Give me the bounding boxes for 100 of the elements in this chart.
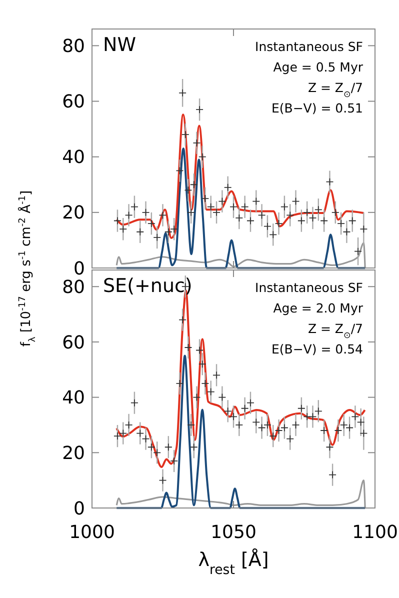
point	[246, 398, 254, 407]
point	[176, 380, 184, 388]
point	[303, 208, 312, 216]
point	[354, 247, 362, 256]
annotation: Z = Z$_{⊙}$/7	[308, 321, 363, 341]
point	[274, 220, 283, 228]
x-tick-label: 1000	[69, 522, 115, 543]
point	[158, 476, 167, 484]
y-tick-label: 60	[62, 332, 85, 354]
point	[314, 206, 322, 214]
point	[114, 432, 122, 440]
point	[147, 443, 156, 452]
y-tick-label: 0	[74, 498, 85, 520]
annotation: Instantaneous SF	[255, 39, 363, 54]
point	[356, 418, 365, 426]
point	[308, 412, 317, 421]
point	[348, 216, 356, 225]
point	[360, 225, 368, 234]
point	[158, 211, 167, 220]
y-tick-label: 80	[62, 36, 85, 57]
point	[164, 443, 172, 452]
point	[269, 432, 278, 440]
point	[201, 194, 210, 202]
point	[328, 470, 336, 479]
point	[119, 225, 128, 234]
point	[326, 178, 334, 186]
point	[212, 371, 220, 380]
annotation: SE(+nuc)	[103, 275, 192, 297]
point	[184, 344, 192, 352]
point	[119, 429, 128, 438]
point	[280, 202, 288, 211]
point	[130, 202, 138, 211]
point	[337, 220, 345, 228]
point	[235, 421, 244, 429]
point	[153, 233, 162, 242]
point	[246, 216, 254, 225]
point	[212, 208, 220, 216]
annotation: NW	[103, 34, 136, 56]
point	[187, 421, 195, 429]
point	[320, 426, 328, 434]
point	[190, 443, 198, 452]
point	[218, 197, 226, 206]
point	[142, 208, 150, 216]
point	[206, 202, 215, 211]
line-series	[116, 114, 365, 239]
point	[206, 388, 215, 396]
point	[326, 443, 334, 452]
point	[252, 197, 260, 206]
point	[187, 208, 195, 216]
point	[178, 88, 187, 97]
line-series	[116, 480, 366, 509]
point	[297, 404, 306, 412]
point	[201, 380, 210, 388]
point	[280, 424, 288, 432]
point	[153, 448, 162, 457]
point	[184, 186, 192, 194]
y-tick-label: 60	[62, 92, 85, 113]
point	[264, 421, 272, 429]
point	[198, 360, 206, 368]
point	[314, 407, 322, 416]
point	[252, 418, 260, 426]
point	[235, 214, 244, 222]
point	[130, 398, 138, 407]
point	[224, 183, 232, 192]
annotation: Age = 2.0 Myr	[273, 300, 364, 316]
point	[181, 130, 190, 139]
point	[114, 216, 122, 225]
point	[176, 166, 184, 175]
y-tick-label: 20	[62, 202, 85, 224]
point	[240, 404, 249, 412]
point	[192, 393, 201, 402]
annotation: E(B−V) = 0.51	[271, 100, 363, 116]
point	[230, 202, 238, 211]
y-tick-label: 40	[62, 388, 85, 409]
point	[178, 316, 187, 324]
point	[360, 429, 368, 438]
point	[190, 180, 198, 189]
point	[124, 211, 133, 220]
point	[258, 211, 266, 220]
point	[230, 412, 238, 421]
annotation: Instantaneous SF	[255, 280, 363, 295]
point	[286, 434, 294, 443]
point	[269, 230, 278, 239]
point	[170, 225, 178, 234]
point	[292, 197, 300, 206]
point	[218, 393, 226, 402]
annotation: E(B−V) = 0.54	[271, 342, 364, 356]
x-tick-label: 1050	[210, 522, 256, 543]
y-tick-label: 20	[62, 442, 85, 464]
point	[258, 424, 266, 432]
point	[192, 138, 201, 147]
line-series	[116, 242, 366, 269]
point	[136, 228, 144, 236]
point	[124, 421, 133, 429]
point	[331, 208, 340, 216]
point	[292, 421, 300, 429]
point	[240, 202, 249, 211]
y-tick-label: 0	[74, 258, 85, 280]
point	[136, 429, 144, 438]
point	[147, 220, 156, 228]
